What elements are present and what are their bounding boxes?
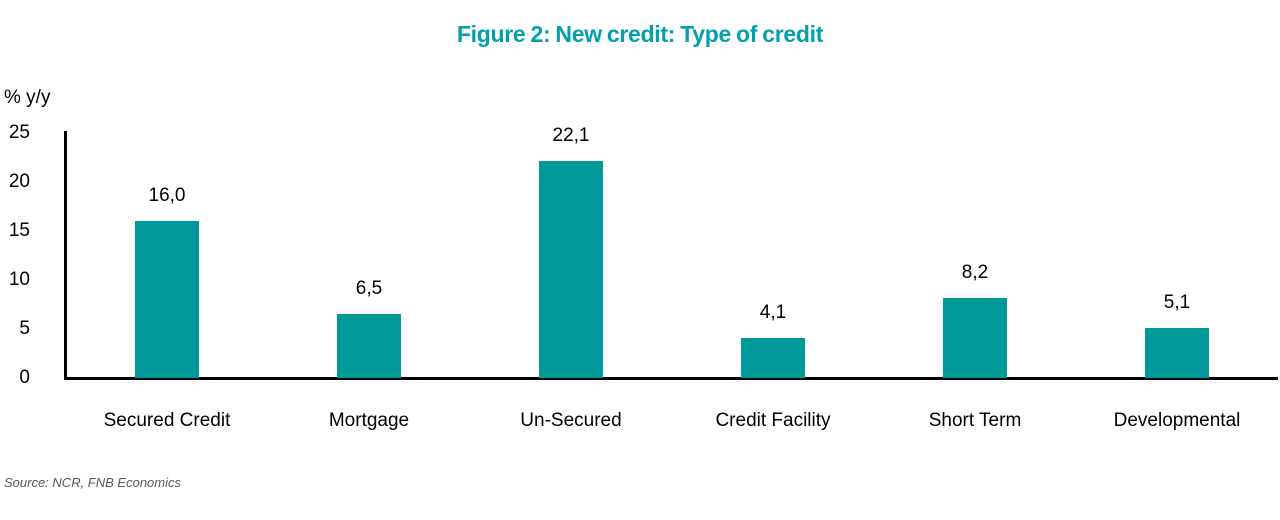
bar [741, 337, 805, 378]
y-tick-label: 15 [8, 220, 30, 241]
chart-title: Figure 2: New credit: Type of credit [456, 21, 824, 47]
bar-slot: 6,5 [268, 133, 470, 378]
category-label: Short Term [928, 410, 1022, 431]
bar-value-label: 16,0 [148, 185, 186, 207]
y-axis-unit-label: % y/y [4, 87, 51, 108]
bar-slot: 22,1 [470, 125, 672, 378]
y-tick-label: 20 [8, 171, 30, 192]
y-tick-label: 25 [8, 122, 30, 143]
y-axis-line [64, 131, 67, 380]
category-label: Mortgage [328, 410, 410, 431]
category-label: Secured Credit [103, 410, 231, 431]
category-axis-labels: Secured Credit Mortgage Un-Secured Credit F… [66, 410, 1278, 434]
source-note: Source: NCR, FNB Economics [4, 475, 181, 490]
y-tick-label: 10 [8, 269, 30, 290]
category-label: Credit Facility [715, 410, 831, 431]
category-label: Developmental [1113, 410, 1241, 431]
bar-slot: 5,1 [1076, 133, 1278, 378]
bar [539, 161, 603, 378]
y-tick-label: 5 [19, 318, 30, 339]
bar [1145, 328, 1209, 378]
y-tick-label: 0 [19, 367, 30, 388]
bar-value-label: 22,1 [552, 125, 590, 147]
bar [943, 297, 1007, 378]
plot-area: 16,0 6,5 22,1 4,1 8,2 5,1 [66, 125, 1278, 378]
bar-slot: 8,2 [874, 133, 1076, 378]
x-axis-line [64, 377, 1278, 380]
bar-slot: 16,0 [66, 133, 268, 378]
bar [135, 221, 199, 378]
bar-slot: 4,1 [672, 133, 874, 378]
bar-value-label: 6,5 [355, 278, 383, 300]
bar-value-label: 8,2 [961, 261, 989, 283]
bar-value-label: 5,1 [1163, 292, 1191, 314]
bar [337, 314, 401, 378]
bar-value-label: 4,1 [759, 301, 787, 323]
category-label: Un-Secured [520, 410, 622, 431]
